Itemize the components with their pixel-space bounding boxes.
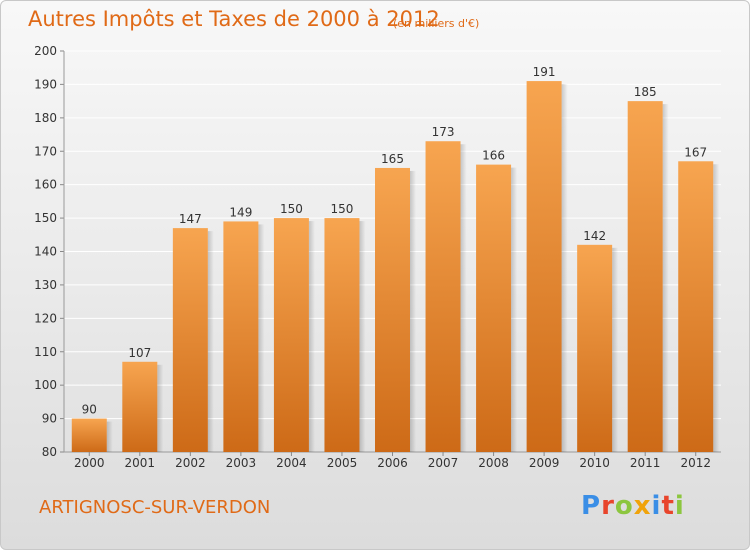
data-label: 173 (432, 125, 455, 139)
x-tick-label: 2009 (529, 456, 560, 470)
bar (273, 218, 309, 452)
logo-letter: t (661, 491, 675, 521)
bar (627, 101, 663, 452)
x-tick-label: 2001 (125, 456, 156, 470)
chart-title: Autres Impôts et Taxes de 2000 à 2012 (28, 7, 440, 31)
bar (71, 418, 107, 452)
y-tick-label: 110 (34, 345, 57, 359)
data-label: 90 (82, 403, 97, 417)
bar (223, 221, 259, 452)
data-label: 185 (634, 85, 657, 99)
y-tick-label: 150 (34, 211, 57, 225)
x-tick-label: 2011 (630, 456, 661, 470)
bar-shadow (207, 231, 214, 452)
data-label: 147 (179, 212, 202, 226)
y-tick-label: 200 (34, 44, 57, 58)
bar-shadow (612, 247, 619, 452)
x-tick-label: 2005 (327, 456, 358, 470)
data-label: 142 (583, 229, 606, 243)
x-tick-label: 2002 (175, 456, 206, 470)
y-tick-label: 180 (34, 111, 57, 125)
x-tick-label: 2004 (276, 456, 307, 470)
place-name: ARTIGNOSC-SUR-VERDON (39, 497, 271, 518)
data-label: 166 (482, 149, 505, 163)
logo-letter: r (601, 491, 615, 521)
x-tick-label: 2008 (478, 456, 509, 470)
bar-shadow (308, 221, 315, 452)
logo-letter: o (614, 491, 634, 521)
bar (425, 141, 461, 452)
bar-shadow (106, 421, 113, 452)
bar (577, 244, 613, 452)
x-tick-label: 2006 (377, 456, 408, 470)
bar-shadow (157, 364, 164, 452)
bar (678, 161, 714, 452)
bar-shadow (713, 164, 720, 452)
bar-shadow (258, 224, 265, 452)
labels: 80 90 100 110 120 130 140 150 160 170 180 190 200 200… (34, 44, 711, 470)
y-tick-label: 80 (42, 445, 57, 459)
y-tick-label: 140 (34, 245, 57, 259)
bar (122, 361, 158, 452)
logo-letter: i (651, 491, 662, 521)
y-tick-label: 120 (34, 311, 57, 325)
bar-shadow (359, 221, 366, 452)
y-tick-label: 100 (34, 378, 57, 392)
bar-shadow (410, 170, 416, 453)
bar-shadow (460, 144, 467, 452)
x-tick-label: 2012 (680, 456, 711, 470)
data-label: 149 (229, 205, 252, 219)
bar (172, 228, 208, 452)
y-tick-label: 130 (34, 278, 57, 292)
y-tick-label: 90 (42, 412, 57, 426)
bar (476, 164, 512, 452)
bar (375, 167, 410, 453)
chart-unit: (en milliers d'€) (393, 17, 480, 30)
bar-shadow (561, 84, 568, 452)
logo-letter: P (581, 491, 602, 521)
logo-letter: x (633, 491, 652, 521)
data-label: 165 (381, 152, 404, 166)
bar-shadow (511, 167, 518, 452)
x-tick-label: 2007 (428, 456, 459, 470)
y-tick-label: 170 (34, 144, 57, 158)
proxiti-logo: Proxiti (581, 491, 685, 521)
data-label: 167 (684, 145, 707, 159)
data-label: 150 (331, 202, 354, 216)
bar-shadow (662, 104, 669, 452)
logo-letter: i (674, 491, 685, 521)
y-tick-label: 160 (34, 178, 57, 192)
x-tick-label: 2010 (579, 456, 610, 470)
data-label: 150 (280, 202, 303, 216)
bars (71, 81, 720, 453)
x-tick-label: 2003 (226, 456, 257, 470)
bar (526, 81, 562, 452)
x-tick-label: 2000 (74, 456, 105, 470)
bar (324, 218, 360, 452)
y-tick-label: 190 (34, 77, 57, 91)
data-label: 107 (128, 346, 151, 360)
data-label: 191 (533, 65, 556, 79)
